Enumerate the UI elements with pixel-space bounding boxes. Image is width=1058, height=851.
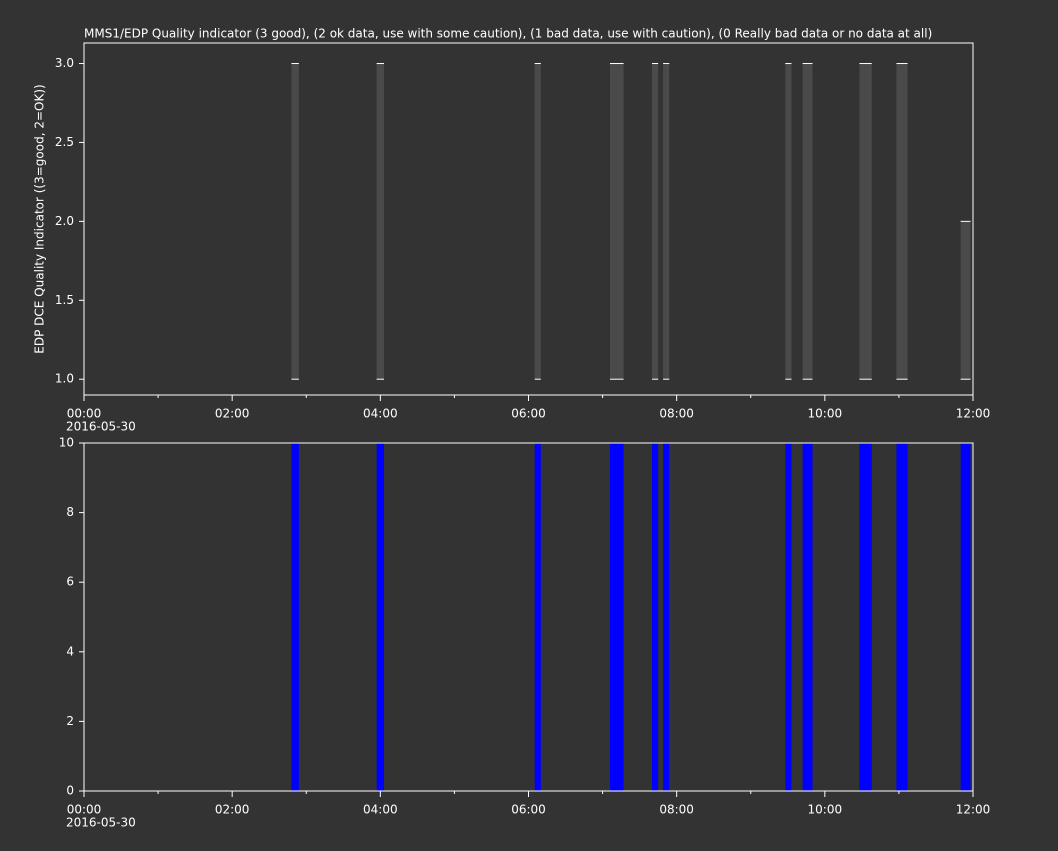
- y-tick-label: 1.0: [55, 372, 74, 386]
- y-tick-label: 3.0: [55, 56, 74, 70]
- range-bar: [376, 63, 385, 380]
- range-bar: [859, 63, 872, 380]
- bar: [663, 443, 670, 791]
- y-tick-label: 2.0: [55, 214, 74, 228]
- x-tick-label: 06:00: [511, 407, 546, 421]
- x-tick-label: 12:00: [956, 407, 991, 421]
- range-bar: [663, 63, 670, 380]
- x-tick-label: 04:00: [363, 803, 398, 817]
- x-date-label: 2016-05-30: [66, 420, 136, 434]
- x-tick-label: 06:00: [511, 803, 546, 817]
- y-tick-label: 10: [59, 436, 74, 450]
- x-tick-label: 00:00: [67, 803, 102, 817]
- x-tick-label: 10:00: [808, 407, 843, 421]
- bar: [651, 443, 659, 791]
- bar: [291, 443, 299, 791]
- x-date-label: 2016-05-30: [66, 816, 136, 830]
- bar: [534, 443, 541, 791]
- x-tick-label: 00:00: [67, 407, 102, 421]
- y-tick-label: 2.5: [55, 135, 74, 149]
- range-bar: [960, 221, 971, 380]
- bar: [376, 443, 385, 791]
- range-bar: [534, 63, 541, 380]
- y-tick-label: 6: [66, 575, 74, 589]
- range-bar: [896, 63, 908, 380]
- x-tick-label: 02:00: [215, 407, 250, 421]
- y-tick-label: 8: [66, 505, 74, 519]
- y-tick-label: 0: [66, 784, 74, 798]
- bar: [859, 443, 872, 791]
- bar: [896, 443, 908, 791]
- x-tick-label: 12:00: [956, 803, 991, 817]
- x-tick-label: 02:00: [215, 803, 250, 817]
- y-tick-label: 1.5: [55, 293, 74, 307]
- bar: [785, 443, 792, 791]
- y-tick-label: 2: [66, 714, 74, 728]
- chart-title: MMS1/EDP Quality indicator (3 good), (2 …: [84, 27, 932, 41]
- range-bar: [609, 63, 624, 380]
- y-axis-label: EDP DCE Quality Indicator ((3=good, 2=OK…: [33, 84, 47, 353]
- range-bar: [785, 63, 792, 380]
- x-tick-label: 08:00: [659, 803, 694, 817]
- range-bar: [802, 63, 813, 380]
- bar: [960, 443, 971, 791]
- bar: [609, 443, 624, 791]
- range-bar: [291, 63, 299, 380]
- range-bar: [651, 63, 659, 380]
- x-tick-label: 08:00: [659, 407, 694, 421]
- x-tick-label: 04:00: [363, 407, 398, 421]
- y-tick-label: 4: [66, 644, 74, 658]
- bar: [802, 443, 813, 791]
- x-tick-label: 10:00: [808, 803, 843, 817]
